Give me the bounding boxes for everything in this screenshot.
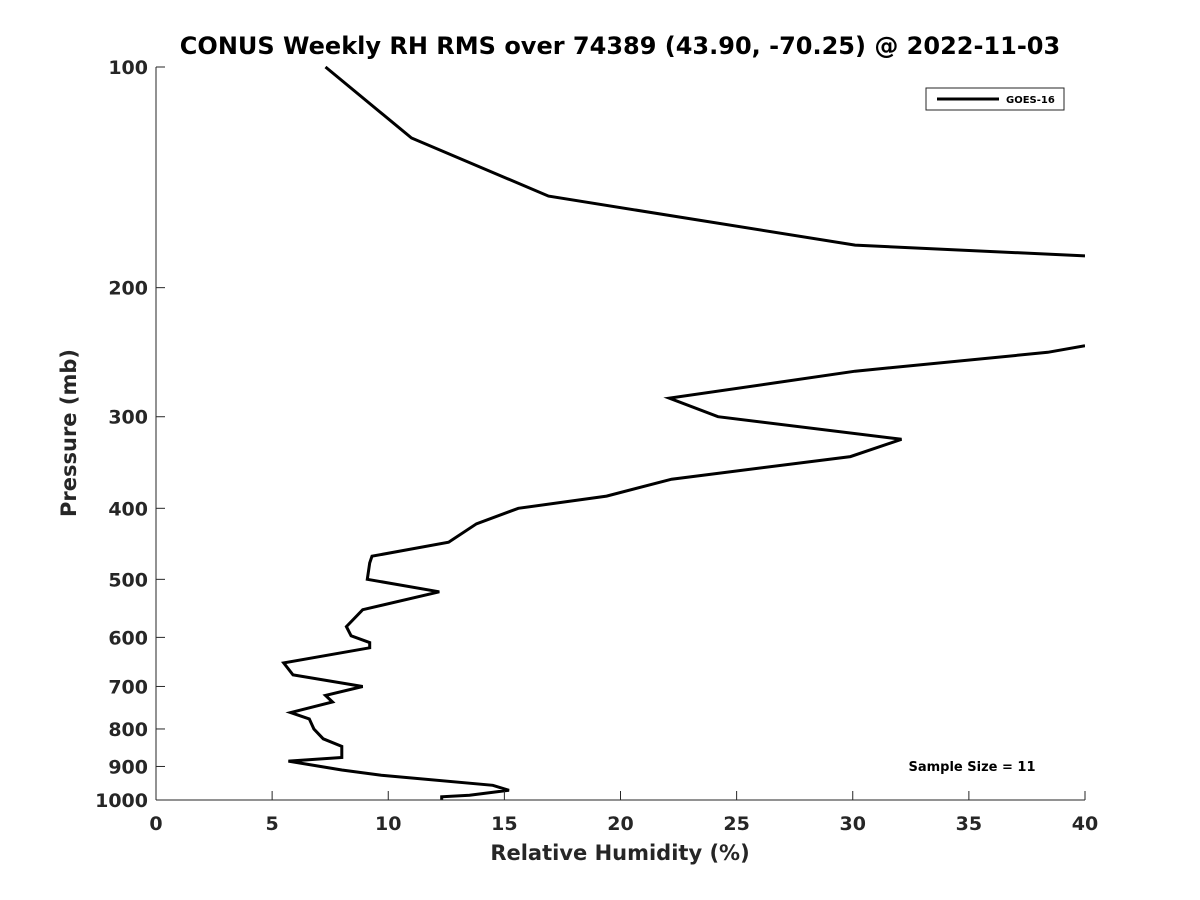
- x-tick-label: 5: [266, 813, 279, 835]
- y-axis-label: Pressure (mb): [57, 349, 81, 517]
- y-tick-label: 800: [108, 719, 148, 741]
- x-tick-label: 10: [375, 813, 401, 835]
- legend-label: GOES-16: [1006, 95, 1055, 106]
- sample-size-annotation: Sample Size = 11: [908, 760, 1035, 775]
- x-tick-label: 0: [149, 813, 162, 835]
- y-tick-label: 500: [108, 569, 148, 591]
- x-tick-label: 30: [840, 813, 866, 835]
- series-line-goes-16: [324, 65, 1085, 258]
- y-tick-label: 100: [108, 57, 148, 79]
- x-tick-label: 15: [491, 813, 517, 835]
- x-tick-label: 35: [956, 813, 982, 835]
- plot-area: [280, 65, 1085, 800]
- y-tick-label: 900: [108, 756, 148, 778]
- y-tick-label: 600: [108, 627, 148, 649]
- x-tick-label: 40: [1072, 813, 1098, 835]
- y-tick-label: 200: [108, 278, 148, 300]
- y-tick-label: 400: [108, 498, 148, 520]
- y-tick-label: 300: [108, 407, 148, 429]
- y-tick-label: 700: [108, 676, 148, 698]
- axes: 0 5 10 15 20 25 30 35 40 100 200 300 400 500 600 700 800…: [95, 57, 1098, 835]
- y-tick-label: 1000: [95, 790, 148, 812]
- legend: GOES-16: [925, 87, 1065, 111]
- x-axis-label: Relative Humidity (%): [490, 841, 749, 865]
- series-line-goes-16: [280, 344, 1085, 800]
- x-tick-label: 25: [723, 813, 749, 835]
- x-tick-label: 20: [607, 813, 633, 835]
- chart-title: CONUS Weekly RH RMS over 74389 (43.90, -…: [180, 32, 1060, 60]
